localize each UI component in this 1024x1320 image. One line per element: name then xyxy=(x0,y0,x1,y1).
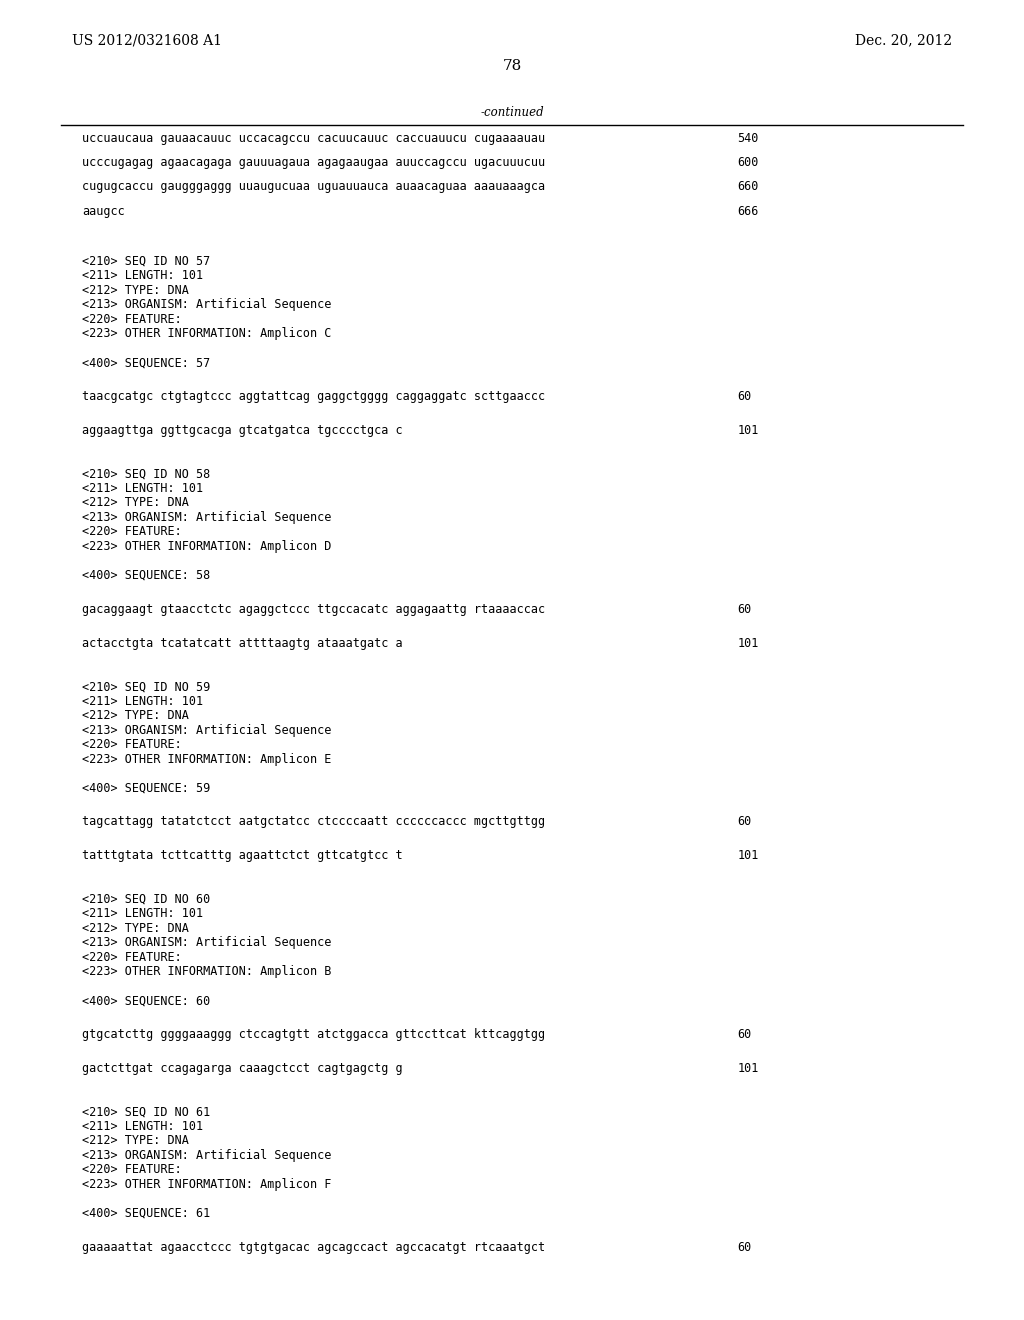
Text: <210> SEQ ID NO 60: <210> SEQ ID NO 60 xyxy=(82,892,210,906)
Text: <223> OTHER INFORMATION: Amplicon E: <223> OTHER INFORMATION: Amplicon E xyxy=(82,752,332,766)
Text: 600: 600 xyxy=(737,156,759,169)
Text: <213> ORGANISM: Artificial Sequence: <213> ORGANISM: Artificial Sequence xyxy=(82,1148,332,1162)
Text: <211> LENGTH: 101: <211> LENGTH: 101 xyxy=(82,269,203,282)
Text: Dec. 20, 2012: Dec. 20, 2012 xyxy=(855,33,952,48)
Text: <400> SEQUENCE: 61: <400> SEQUENCE: 61 xyxy=(82,1206,210,1220)
Text: <210> SEQ ID NO 58: <210> SEQ ID NO 58 xyxy=(82,467,210,480)
Text: <213> ORGANISM: Artificial Sequence: <213> ORGANISM: Artificial Sequence xyxy=(82,723,332,737)
Text: <212> TYPE: DNA: <212> TYPE: DNA xyxy=(82,921,188,935)
Text: ucccugagag agaacagaga gauuuagaua agagaaugaa auuccagccu ugacuuucuu: ucccugagag agaacagaga gauuuagaua agagaau… xyxy=(82,156,545,169)
Text: 60: 60 xyxy=(737,816,752,829)
Text: <210> SEQ ID NO 57: <210> SEQ ID NO 57 xyxy=(82,255,210,268)
Text: aggaagttga ggttgcacga gtcatgatca tgcccctgca c: aggaagttga ggttgcacga gtcatgatca tgcccct… xyxy=(82,424,402,437)
Text: <211> LENGTH: 101: <211> LENGTH: 101 xyxy=(82,694,203,708)
Text: <220> FEATURE:: <220> FEATURE: xyxy=(82,1163,181,1176)
Text: gtgcatcttg ggggaaaggg ctccagtgtt atctggacca gttccttcat kttcaggtgg: gtgcatcttg ggggaaaggg ctccagtgtt atctgga… xyxy=(82,1028,545,1041)
Text: 60: 60 xyxy=(737,1241,752,1254)
Text: <223> OTHER INFORMATION: Amplicon D: <223> OTHER INFORMATION: Amplicon D xyxy=(82,540,332,553)
Text: tatttgtata tcttcatttg agaattctct gttcatgtcc t: tatttgtata tcttcatttg agaattctct gttcatg… xyxy=(82,849,402,862)
Text: gaaaaattat agaacctccc tgtgtgacac agcagccact agccacatgt rtcaaatgct: gaaaaattat agaacctccc tgtgtgacac agcagcc… xyxy=(82,1241,545,1254)
Text: 540: 540 xyxy=(737,132,759,145)
Text: <210> SEQ ID NO 59: <210> SEQ ID NO 59 xyxy=(82,680,210,693)
Text: gacaggaagt gtaacctctc agaggctccc ttgccacatc aggagaattg rtaaaaccac: gacaggaagt gtaacctctc agaggctccc ttgccac… xyxy=(82,603,545,616)
Text: cugugcaccu gaugggaggg uuaugucuaa uguauuauca auaacaguaa aaauaaagca: cugugcaccu gaugggaggg uuaugucuaa uguauua… xyxy=(82,181,545,194)
Text: <400> SEQUENCE: 58: <400> SEQUENCE: 58 xyxy=(82,569,210,582)
Text: <400> SEQUENCE: 60: <400> SEQUENCE: 60 xyxy=(82,994,210,1007)
Text: 60: 60 xyxy=(737,603,752,616)
Text: <220> FEATURE:: <220> FEATURE: xyxy=(82,313,181,326)
Text: <400> SEQUENCE: 59: <400> SEQUENCE: 59 xyxy=(82,781,210,795)
Text: <400> SEQUENCE: 57: <400> SEQUENCE: 57 xyxy=(82,356,210,370)
Text: 666: 666 xyxy=(737,205,759,218)
Text: <212> TYPE: DNA: <212> TYPE: DNA xyxy=(82,709,188,722)
Text: 60: 60 xyxy=(737,391,752,403)
Text: -continued: -continued xyxy=(480,106,544,119)
Text: <220> FEATURE:: <220> FEATURE: xyxy=(82,950,181,964)
Text: 101: 101 xyxy=(737,424,759,437)
Text: <213> ORGANISM: Artificial Sequence: <213> ORGANISM: Artificial Sequence xyxy=(82,511,332,524)
Text: tagcattagg tatatctcct aatgctatcc ctccccaatt ccccccaccc mgcttgttgg: tagcattagg tatatctcct aatgctatcc ctcccca… xyxy=(82,816,545,829)
Text: <223> OTHER INFORMATION: Amplicon F: <223> OTHER INFORMATION: Amplicon F xyxy=(82,1177,332,1191)
Text: <210> SEQ ID NO 61: <210> SEQ ID NO 61 xyxy=(82,1105,210,1118)
Text: US 2012/0321608 A1: US 2012/0321608 A1 xyxy=(72,33,221,48)
Text: <211> LENGTH: 101: <211> LENGTH: 101 xyxy=(82,482,203,495)
Text: <212> TYPE: DNA: <212> TYPE: DNA xyxy=(82,1134,188,1147)
Text: 101: 101 xyxy=(737,1061,759,1074)
Text: taacgcatgc ctgtagtccc aggtattcag gaggctgggg caggaggatc scttgaaccc: taacgcatgc ctgtagtccc aggtattcag gaggctg… xyxy=(82,391,545,403)
Text: 78: 78 xyxy=(503,59,521,74)
Text: actacctgta tcatatcatt attttaagtg ataaatgatc a: actacctgta tcatatcatt attttaagtg ataaatg… xyxy=(82,636,402,649)
Text: aaugcc: aaugcc xyxy=(82,205,125,218)
Text: <213> ORGANISM: Artificial Sequence: <213> ORGANISM: Artificial Sequence xyxy=(82,936,332,949)
Text: <211> LENGTH: 101: <211> LENGTH: 101 xyxy=(82,907,203,920)
Text: 101: 101 xyxy=(737,636,759,649)
Text: <211> LENGTH: 101: <211> LENGTH: 101 xyxy=(82,1119,203,1133)
Text: <223> OTHER INFORMATION: Amplicon B: <223> OTHER INFORMATION: Amplicon B xyxy=(82,965,332,978)
Text: <220> FEATURE:: <220> FEATURE: xyxy=(82,525,181,539)
Text: <213> ORGANISM: Artificial Sequence: <213> ORGANISM: Artificial Sequence xyxy=(82,298,332,312)
Text: gactcttgat ccagagarga caaagctcct cagtgagctg g: gactcttgat ccagagarga caaagctcct cagtgag… xyxy=(82,1061,402,1074)
Text: 101: 101 xyxy=(737,849,759,862)
Text: <212> TYPE: DNA: <212> TYPE: DNA xyxy=(82,284,188,297)
Text: 60: 60 xyxy=(737,1028,752,1041)
Text: uccuaucaua gauaacauuc uccacagccu cacuucauuc caccuauucu cugaaaauau: uccuaucaua gauaacauuc uccacagccu cacuuca… xyxy=(82,132,545,145)
Text: <223> OTHER INFORMATION: Amplicon C: <223> OTHER INFORMATION: Amplicon C xyxy=(82,327,332,341)
Text: <220> FEATURE:: <220> FEATURE: xyxy=(82,738,181,751)
Text: <212> TYPE: DNA: <212> TYPE: DNA xyxy=(82,496,188,510)
Text: 660: 660 xyxy=(737,181,759,194)
